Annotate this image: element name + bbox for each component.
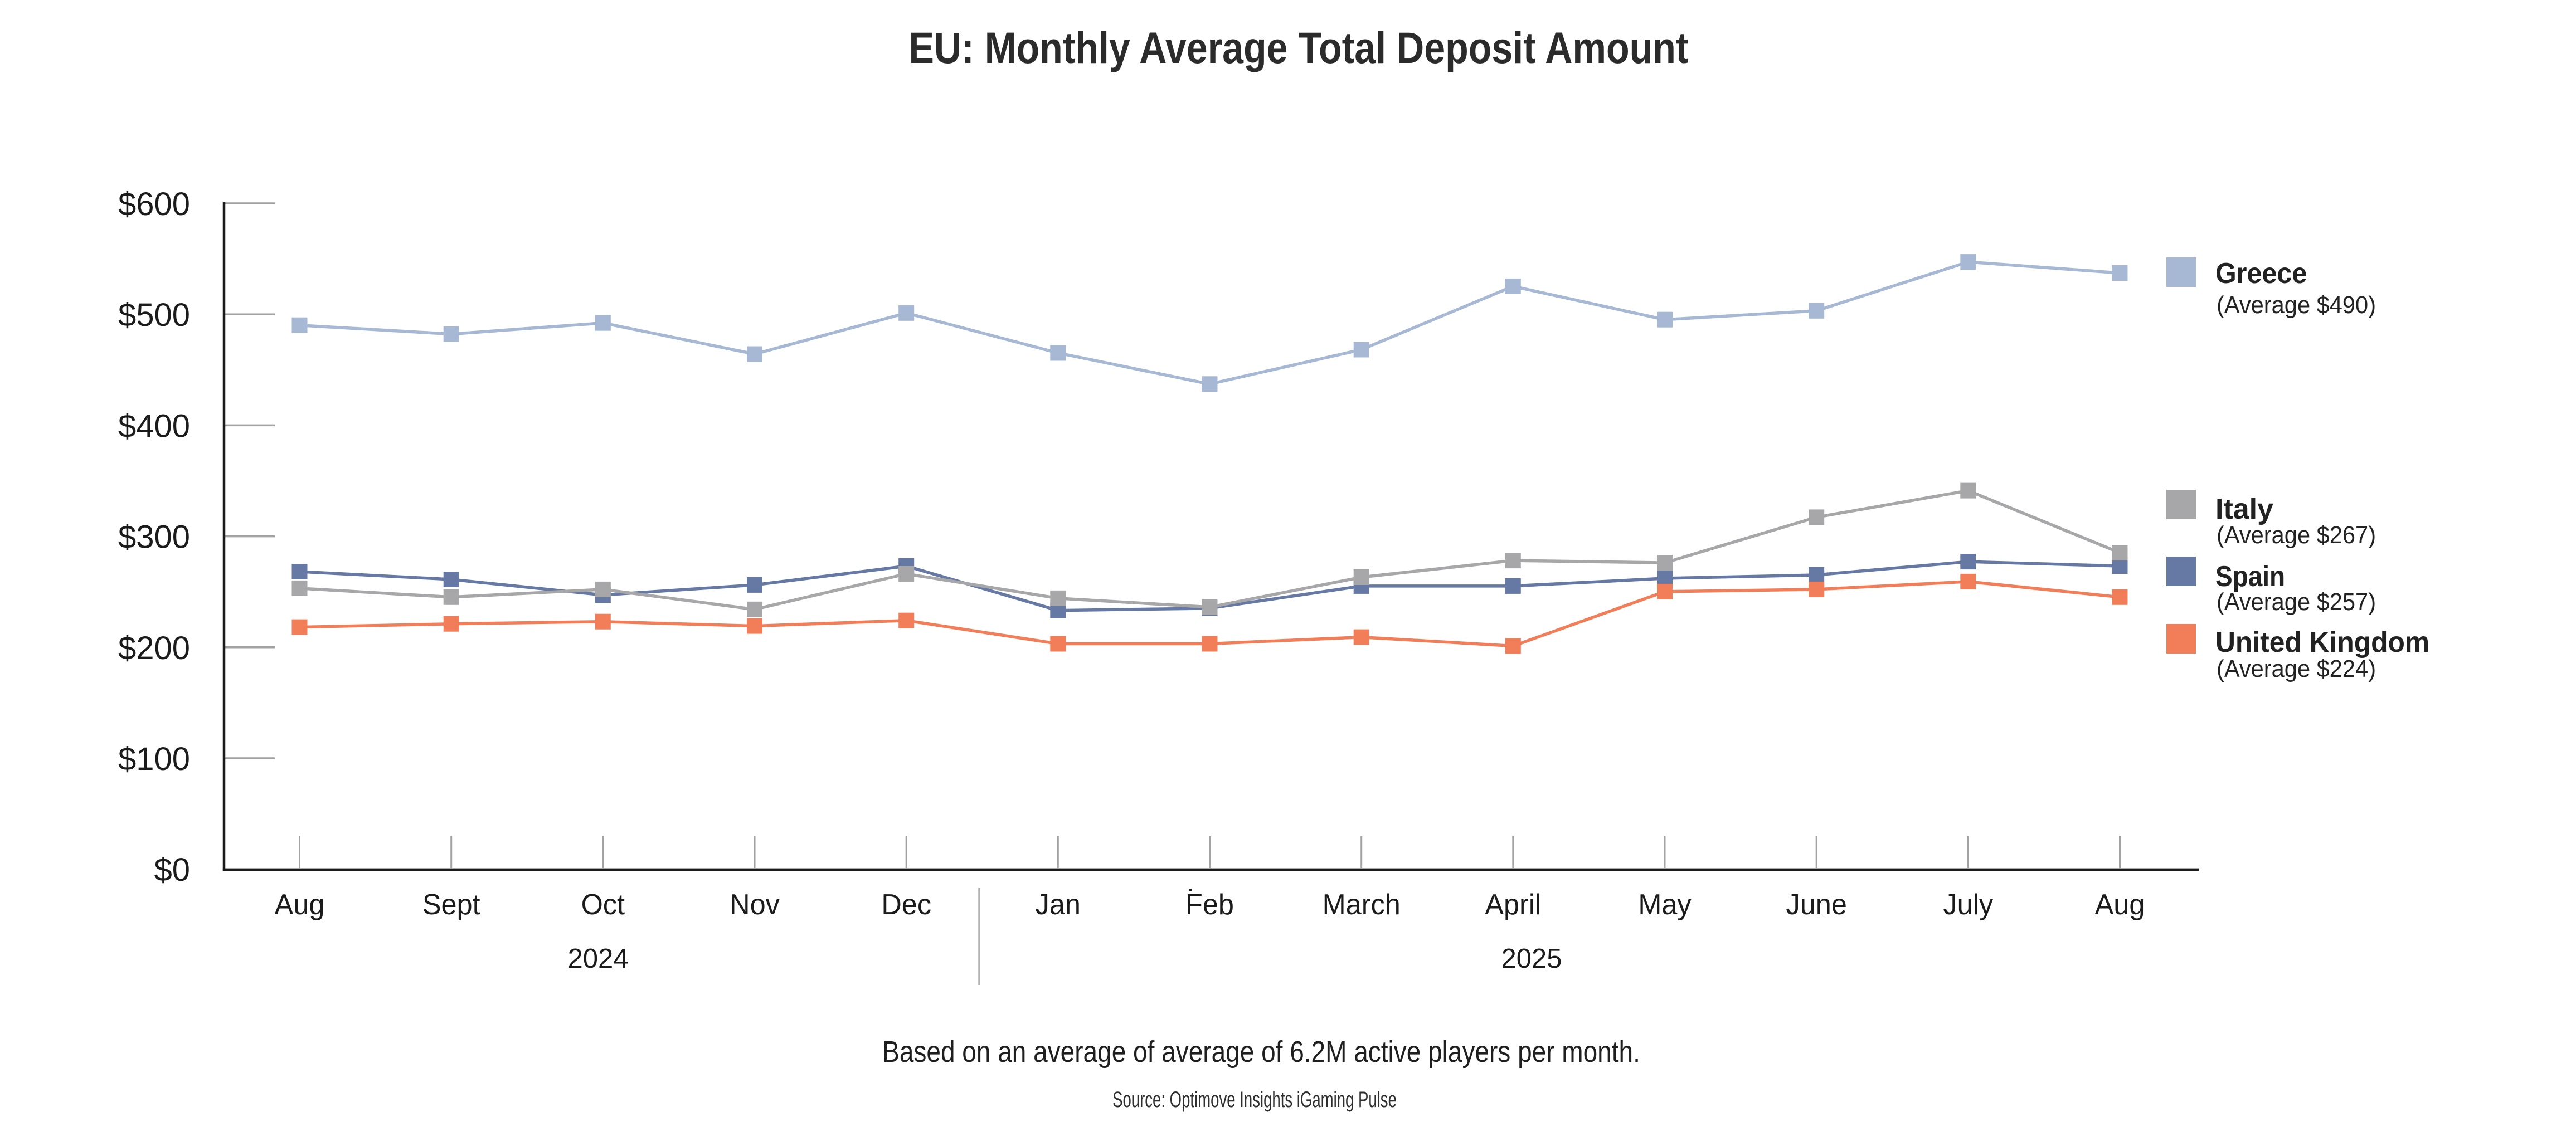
svg-text:Dec: Dec [881,888,931,920]
svg-text:$300: $300 [118,519,190,555]
svg-text:2024: 2024 [567,944,628,974]
svg-text:$0: $0 [154,852,190,888]
svg-text:$100: $100 [118,741,190,777]
svg-text:EU: Monthly Average Total Depo: EU: Monthly Average Total Deposit Amount [908,23,1688,72]
svg-text:Aug: Aug [275,888,325,920]
svg-text:July: July [1943,888,1993,920]
svg-text:Aug: Aug [2095,888,2145,920]
svg-text:United Kingdom: United Kingdom [2215,626,2429,658]
svg-text:April: April [1485,888,1541,920]
svg-text:$600: $600 [118,186,190,222]
svg-text:Feb: Feb [1185,888,1234,920]
svg-text:(Average $224): (Average $224) [2217,655,2376,682]
svg-text:Italy: Italy [2215,493,2273,525]
svg-text:(Average $267): (Average $267) [2217,521,2376,549]
svg-text:$200: $200 [118,630,190,666]
svg-text:Spain: Spain [2215,560,2285,592]
svg-text:Sept: Sept [422,888,480,920]
svg-text:Source: Optimove Insights iGam: Source: Optimove Insights iGaming Pulse [1112,1088,1397,1112]
svg-text:Jan: Jan [1036,888,1081,920]
svg-text:(Average $257): (Average $257) [2217,588,2376,616]
svg-text:2025: 2025 [1501,944,1562,974]
svg-text:Greece: Greece [2215,257,2307,289]
svg-text:Oct: Oct [581,888,625,920]
svg-text:June: June [1786,888,1847,920]
svg-text:May: May [1638,888,1692,920]
svg-text:$500: $500 [118,297,190,333]
svg-text:March: March [1323,888,1401,920]
svg-text:$400: $400 [118,408,190,444]
svg-text:Nov: Nov [730,888,780,920]
svg-text:Based on an average of average: Based on an average of average of 6.2M a… [882,1035,1640,1069]
svg-text:(Average $490): (Average $490) [2217,291,2376,319]
